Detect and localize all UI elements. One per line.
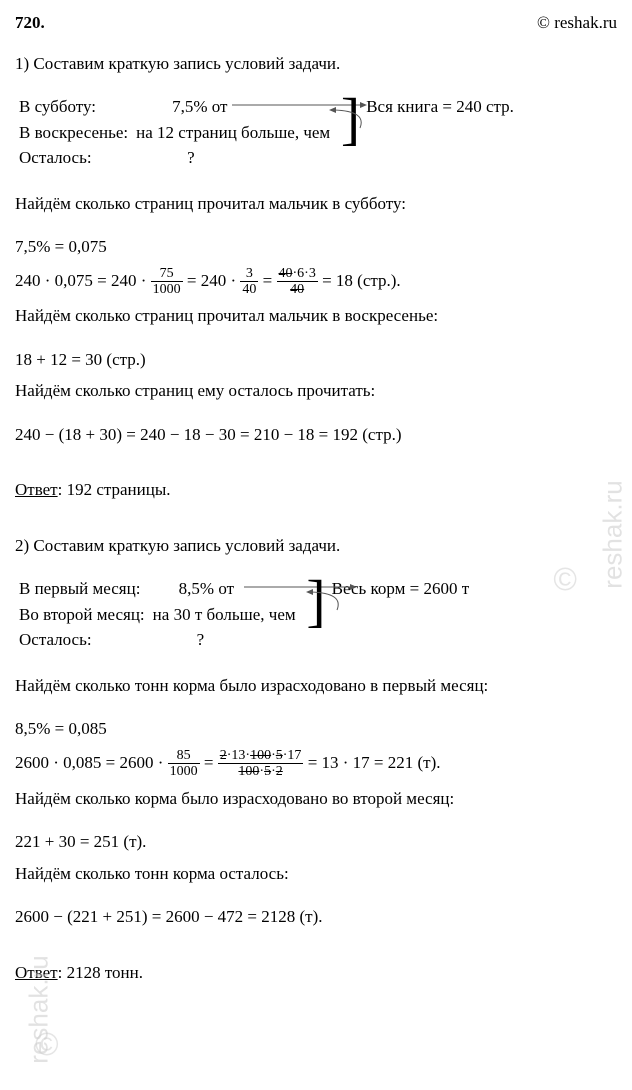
part1-step1-eq1: 7,5% = 0,075 <box>15 234 617 260</box>
answer-label: Ответ <box>15 480 58 499</box>
part2-step3-text: Найдём сколько тонн корма осталось: <box>15 861 617 887</box>
part2-step1-eq2: 2600 · 0,085 = 2600 · 851000 = 2·13·100·… <box>15 748 617 780</box>
part2-answer: Ответ: 2128 тонн. <box>15 960 617 986</box>
cond1-row2-label: В воскресенье: <box>15 120 132 146</box>
cond2-row1-label: В первый месяц: <box>15 576 149 602</box>
part2-step1-eq1: 8,5% = 0,085 <box>15 716 617 742</box>
part1-step3-text: Найдём сколько страниц ему осталось проч… <box>15 378 617 404</box>
arrow-curve-icon <box>299 588 359 616</box>
part1-step1-eq2: 240 · 0,075 = 240 · 751000 = 240 · 340 =… <box>15 266 617 298</box>
cond1-row3-label: Осталось: <box>15 145 132 171</box>
part2-conditions: В первый месяц: 8,5% от ] Весь корм = 26… <box>15 576 617 653</box>
copyright-icon: © <box>35 1020 59 1068</box>
part1-title: 1) Составим краткую запись условий задач… <box>15 51 617 77</box>
part1-step3-eq: 240 − (18 + 30) = 240 − 18 − 30 = 210 − … <box>15 422 617 448</box>
part1-conditions: В субботу: 7,5% от ] Вся книга = 240 стр… <box>15 94 617 171</box>
cond2-row3-label: Осталось: <box>15 627 149 653</box>
cond1-row1-label: В субботу: <box>15 94 132 120</box>
cond2-row2-value: на 30 т больше, чем <box>153 605 296 624</box>
answer-label: Ответ <box>15 963 58 982</box>
part1-step1-text: Найдём сколько страниц прочитал мальчик … <box>15 191 617 217</box>
part2-step3-eq: 2600 − (221 + 251) = 2600 − 472 = 2128 (… <box>15 904 617 930</box>
problem-number: 720. <box>15 10 45 36</box>
cond1-row3-value: ? <box>132 145 334 171</box>
cond1-row2-value: на 12 страниц больше, чем <box>136 123 330 142</box>
part1-answer: Ответ: 192 страницы. <box>15 477 617 503</box>
cond2-row2-label: Во второй месяц: <box>15 602 149 628</box>
part2-step2-text: Найдём сколько корма было израсходовано … <box>15 786 617 812</box>
part2-title: 2) Составим краткую запись условий задач… <box>15 533 617 559</box>
part2-step1-text: Найдём сколько тонн корма было израсходо… <box>15 673 617 699</box>
cond2-row3-value: ? <box>149 627 300 653</box>
cond1-total: Вся книга = 240 стр. <box>362 94 518 171</box>
source-label: © reshak.ru <box>537 10 617 36</box>
cond2-row1-value: 8,5% от <box>179 579 234 598</box>
part1-step2-text: Найдём сколько страниц прочитал мальчик … <box>15 303 617 329</box>
part2-step2-eq: 221 + 30 = 251 (т). <box>15 829 617 855</box>
header: 720. © reshak.ru <box>15 10 617 36</box>
cond1-row1-value: 7,5% от <box>172 97 227 116</box>
part1-step2-eq: 18 + 12 = 30 (стр.) <box>15 347 617 373</box>
arrow-curve-icon <box>322 106 382 134</box>
